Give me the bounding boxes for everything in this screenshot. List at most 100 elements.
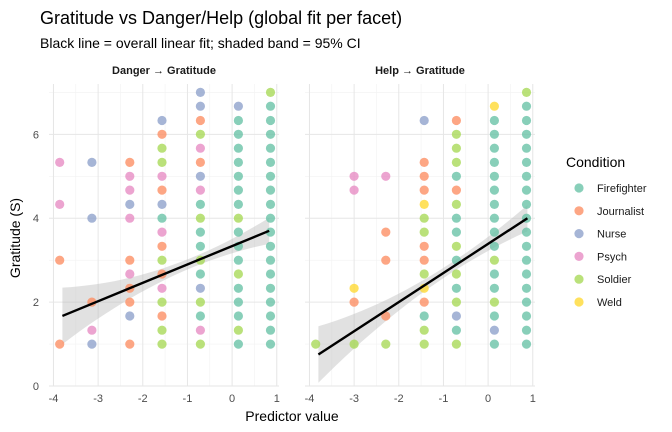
legend-key-soldier <box>574 274 584 284</box>
data-point-firefighter <box>233 255 243 265</box>
data-point-nurse <box>195 171 205 181</box>
data-point-firefighter <box>265 213 276 223</box>
data-point-firefighter <box>489 199 499 209</box>
data-point-firefighter <box>233 171 243 181</box>
legend-key-nurse <box>574 229 584 239</box>
data-point-firefighter <box>195 311 205 321</box>
data-point-soldier <box>451 269 461 279</box>
data-point-nurse <box>419 115 429 126</box>
legend-key-weld <box>574 297 584 307</box>
facet-danger-strip: Danger → Gratitude <box>112 65 216 77</box>
data-point-firefighter <box>265 283 276 293</box>
data-point-firefighter <box>265 297 276 307</box>
data-point-firefighter <box>195 199 205 209</box>
data-point-firefighter <box>489 129 499 139</box>
data-point-soldier <box>451 129 461 139</box>
data-point-firefighter <box>233 199 243 209</box>
x-tick-label: -3 <box>349 393 359 405</box>
data-point-psych <box>349 171 359 181</box>
data-point-journalist <box>157 311 167 321</box>
data-point-nurse <box>157 199 167 209</box>
data-point-journalist <box>419 157 429 167</box>
data-point-firefighter <box>265 269 276 279</box>
data-point-soldier <box>157 297 167 307</box>
data-point-journalist <box>419 241 429 251</box>
data-point-nurse <box>125 311 135 321</box>
data-point-firefighter <box>489 269 499 279</box>
x-tick-label: -2 <box>138 393 148 405</box>
x-tick-label: 1 <box>530 393 536 405</box>
facet-danger-fit <box>61 229 270 318</box>
data-point-firefighter <box>451 325 461 335</box>
data-point-soldier <box>195 213 205 223</box>
data-point-journalist <box>419 297 429 307</box>
data-point-firefighter <box>233 157 243 167</box>
x-axis-title: Predictor value <box>245 408 339 424</box>
data-point-firefighter <box>521 115 532 126</box>
data-point-nurse <box>233 101 243 111</box>
facet-help-strip: Help → Gratitude <box>375 65 465 77</box>
data-point-firefighter <box>233 143 243 153</box>
data-point-soldier <box>451 199 461 209</box>
data-point-firefighter <box>521 339 532 349</box>
data-point-journalist <box>125 255 135 265</box>
data-point-firefighter <box>265 171 276 181</box>
data-point-firefighter <box>489 227 499 237</box>
data-point-firefighter <box>521 255 532 265</box>
legend-entries: Firefighter Journalist Nurse Psych Soldier We… <box>574 183 647 309</box>
data-point-firefighter <box>489 115 499 126</box>
data-point-firefighter <box>233 185 243 195</box>
data-point-firefighter <box>419 311 429 321</box>
data-point-firefighter <box>265 241 276 251</box>
x-tick-label: 0 <box>485 393 491 405</box>
data-point-firefighter <box>521 283 532 293</box>
data-point-soldier <box>195 339 205 349</box>
y-ticks: 0 2 4 6 <box>33 129 39 393</box>
data-point-firefighter <box>489 283 499 293</box>
data-point-nurse <box>489 325 499 335</box>
data-point-nurse <box>87 213 97 223</box>
data-point-firefighter <box>521 129 532 139</box>
legend-label-soldier: Soldier <box>597 274 632 286</box>
data-point-firefighter <box>195 241 205 251</box>
data-point-firefighter <box>521 311 532 321</box>
data-point-psych <box>157 227 167 237</box>
data-point-firefighter <box>521 227 532 237</box>
data-point-nurse <box>157 115 167 126</box>
legend: Condition Firefighter Journalist Nurse Psyc… <box>566 154 647 309</box>
fit-line <box>61 229 270 318</box>
data-point-nurse <box>195 101 205 111</box>
legend-label-psych: Psych <box>597 251 627 263</box>
data-point-firefighter <box>489 143 499 153</box>
data-point-firefighter <box>489 185 499 195</box>
y-tick-label: 2 <box>33 297 39 309</box>
x-tick-label: -4 <box>305 393 315 405</box>
data-point-firefighter <box>489 171 499 181</box>
data-point-psych <box>87 325 97 335</box>
data-point-journalist <box>381 311 391 321</box>
data-point-soldier <box>195 129 205 139</box>
data-point-firefighter <box>521 297 532 307</box>
x-tick-label: 1 <box>274 393 280 405</box>
data-point-firefighter <box>521 199 532 209</box>
data-point-psych <box>125 213 135 223</box>
x-tick-label: -1 <box>439 393 449 405</box>
data-point-firefighter <box>265 143 276 153</box>
legend-key-psych <box>574 251 584 261</box>
chart-title: Gratitude vs Danger/Help (global fit per… <box>40 8 402 28</box>
data-point-journalist <box>125 297 135 307</box>
data-point-firefighter <box>489 339 499 349</box>
data-point-journalist <box>451 185 461 195</box>
data-point-psych <box>125 171 135 181</box>
x-tick-label: -2 <box>394 393 404 405</box>
data-point-nurse <box>125 199 135 209</box>
x-tick-label: -4 <box>49 393 59 405</box>
data-point-journalist <box>125 157 135 167</box>
data-point-soldier <box>451 241 461 251</box>
data-point-soldier <box>489 255 499 265</box>
data-point-soldier <box>381 339 391 349</box>
ci-band <box>318 205 528 383</box>
y-tick-label: 6 <box>33 129 39 141</box>
data-point-firefighter <box>265 325 276 335</box>
